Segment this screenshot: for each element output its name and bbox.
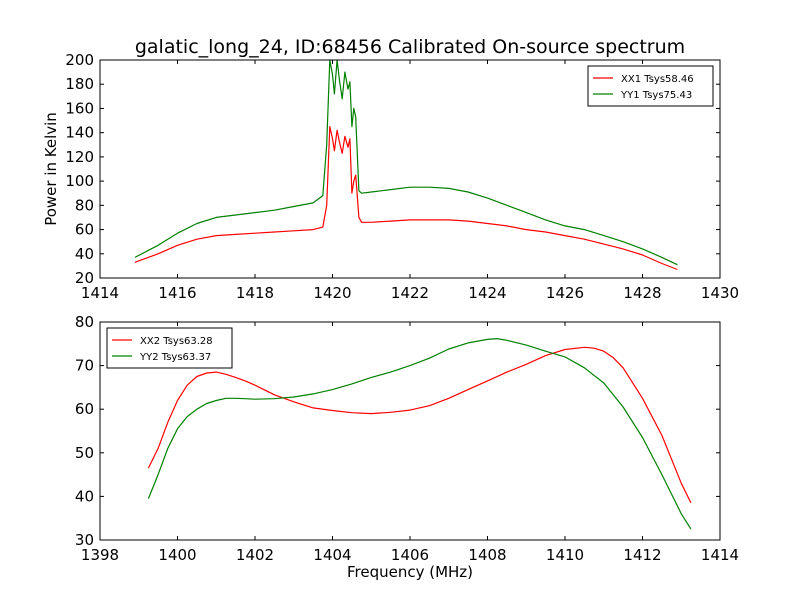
y-tick-label: 200 [65, 51, 94, 69]
y-tick-label: 30 [75, 531, 94, 549]
y-tick-label: 50 [75, 444, 94, 462]
legend-label: YY2 Tsys63.37 [139, 352, 211, 363]
x-tick-label: 1422 [391, 284, 429, 302]
series-line-1 [134, 125, 678, 271]
x-tick-label: 1404 [313, 546, 351, 564]
x-tick-label: 1430 [701, 284, 739, 302]
figure-title: galatic_long_24, ID:68456 Calibrated On-… [135, 36, 685, 58]
bottom-x-axis-label: Frequency (MHz) [347, 563, 473, 581]
x-tick-label: 1418 [236, 284, 274, 302]
y-tick-label: 70 [75, 357, 94, 375]
y-tick-label: 140 [65, 124, 94, 142]
x-tick-label: 1424 [468, 284, 506, 302]
x-tick-label: 1416 [158, 284, 196, 302]
x-tick-label: 1414 [81, 284, 119, 302]
legend-label: YY1 Tsys75.43 [620, 90, 692, 101]
x-tick-label: 1412 [623, 546, 661, 564]
legend-label: XX1 Tsys58.46 [621, 74, 694, 85]
top-panel: 1414 1416 1418 1420 1422 1424 1426 1428 1430 20 40… [65, 51, 739, 302]
y-tick-label: 120 [65, 148, 94, 166]
x-tick-label: 1398 [81, 546, 119, 564]
x-tick-label: 1406 [391, 546, 429, 564]
legend-label: XX2 Tsys63.28 [140, 336, 213, 347]
y-tick-label: 60 [75, 400, 94, 418]
legend-box [587, 65, 714, 107]
y-tick-label: 60 [75, 221, 94, 239]
x-tick-label: 1410 [546, 546, 584, 564]
series-line-1 [147, 346, 692, 504]
y-tick-label: 40 [75, 245, 94, 263]
x-tick-label: 1408 [468, 546, 506, 564]
y-tick-label: 20 [75, 269, 94, 287]
y-tick-label: 100 [65, 172, 94, 190]
x-tick-label: 1426 [546, 284, 584, 302]
legend-box [106, 327, 233, 369]
x-tick-label: 1420 [313, 284, 351, 302]
x-tick-label: 1428 [623, 284, 661, 302]
x-tick-label: 1414 [701, 546, 739, 564]
top-y-axis-label: Power in Kelvin [42, 112, 60, 226]
y-tick-label: 180 [65, 75, 94, 93]
y-tick-label: 40 [75, 487, 94, 505]
x-tick-label: 1400 [158, 546, 196, 564]
x-tick-label: 1402 [236, 546, 274, 564]
series-line-2 [134, 60, 678, 266]
series-line-2 [147, 338, 692, 530]
y-tick-label: 80 [75, 196, 94, 214]
bottom-panel: 1398 1400 1402 1404 1406 1408 1410 1412 1414 30 40… [75, 313, 739, 564]
y-tick-label: 160 [65, 99, 94, 117]
y-tick-label: 80 [75, 313, 94, 331]
